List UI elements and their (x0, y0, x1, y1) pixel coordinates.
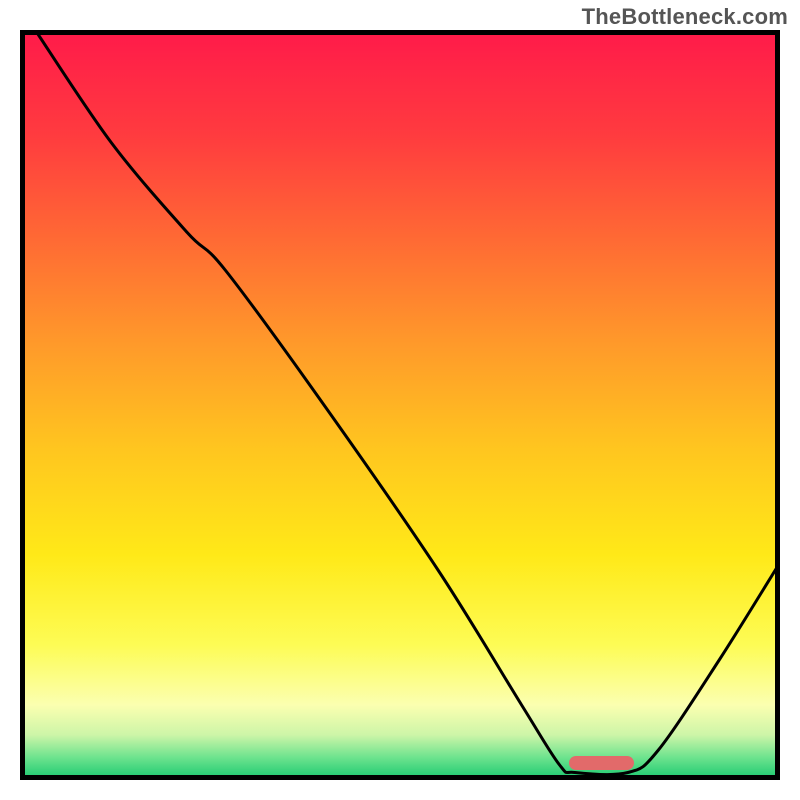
chart-area (20, 30, 780, 780)
watermark-text: TheBottleneck.com (582, 4, 788, 30)
chart-curve (20, 30, 780, 780)
marker-dash (569, 756, 634, 770)
